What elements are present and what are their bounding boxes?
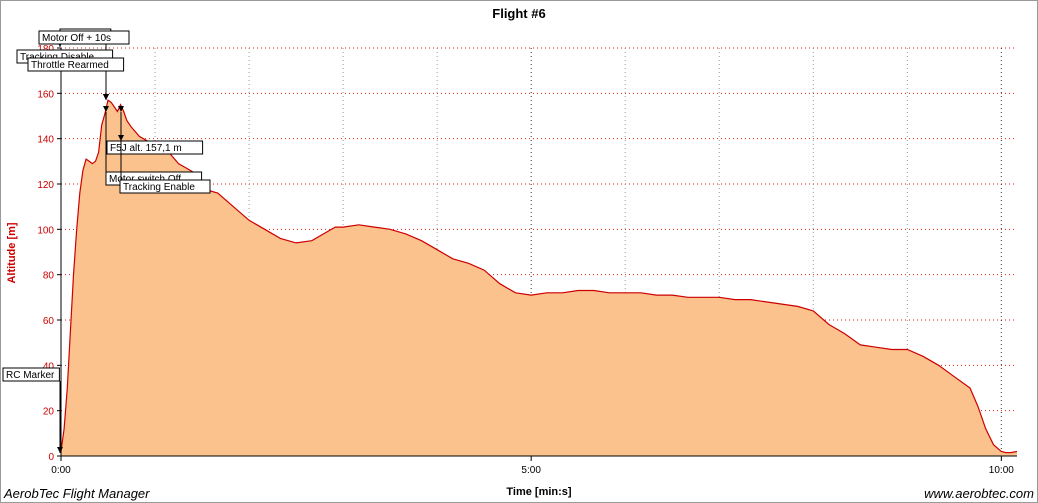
event-label-box bbox=[27, 57, 125, 72]
event-marker-arrow bbox=[118, 106, 124, 112]
chart-title: Flight #6 bbox=[492, 6, 545, 21]
event-label-box bbox=[119, 179, 211, 194]
altitude-area-fill bbox=[61, 100, 1017, 456]
y-tick-label: 60 bbox=[43, 316, 55, 327]
y-tick-label: 80 bbox=[43, 271, 55, 282]
x-tick-label: 0:00 bbox=[51, 465, 71, 476]
annotations: RC MarkerAltitudeMotor Off + 10sTracking… bbox=[2, 28, 211, 453]
event-label: Motor Off + 10s bbox=[42, 33, 111, 44]
y-tick-label: 120 bbox=[37, 180, 54, 191]
y-axis-label: Altitude [m] bbox=[6, 222, 18, 283]
y-tick-label: 140 bbox=[37, 135, 54, 146]
event-label-box bbox=[2, 367, 60, 382]
footer-right-url: www.aerobtec.com bbox=[924, 486, 1034, 501]
footer-left-brand: AerobTec Flight Manager bbox=[3, 486, 150, 501]
event-label-box bbox=[38, 30, 130, 45]
event-marker-arrow bbox=[103, 94, 109, 100]
axes bbox=[57, 47, 1017, 461]
event-label: RC Marker bbox=[6, 370, 55, 381]
event-label: Throttle Rearmed bbox=[31, 60, 109, 71]
plot-area bbox=[60, 99, 1018, 456]
altitude-line bbox=[60, 99, 1018, 454]
event-marker-arrow bbox=[118, 135, 124, 141]
event-marker: Tracking Enable bbox=[118, 135, 211, 194]
event-marker: RC Marker bbox=[2, 367, 63, 453]
y-tick-label: 20 bbox=[43, 407, 55, 418]
event-label-box bbox=[106, 140, 204, 155]
y-tick-label: 100 bbox=[37, 225, 54, 236]
event-label: F5J alt. 157,1 m bbox=[110, 143, 182, 154]
y-tick-label: 160 bbox=[37, 89, 54, 100]
x-tick-label: 10:00 bbox=[989, 465, 1014, 476]
x-tick-label: 5:00 bbox=[521, 465, 541, 476]
event-marker: Throttle Rearmed bbox=[27, 57, 125, 100]
event-marker: F5J alt. 157,1 m bbox=[106, 106, 204, 155]
y-tick-label: 0 bbox=[48, 452, 54, 463]
event-marker-arrow bbox=[103, 106, 109, 112]
event-marker-arrow bbox=[57, 447, 63, 453]
event-label: Tracking Enable bbox=[123, 182, 195, 193]
x-axis-label: Time [min:s] bbox=[506, 486, 572, 498]
y-tick-label: 40 bbox=[43, 361, 55, 372]
